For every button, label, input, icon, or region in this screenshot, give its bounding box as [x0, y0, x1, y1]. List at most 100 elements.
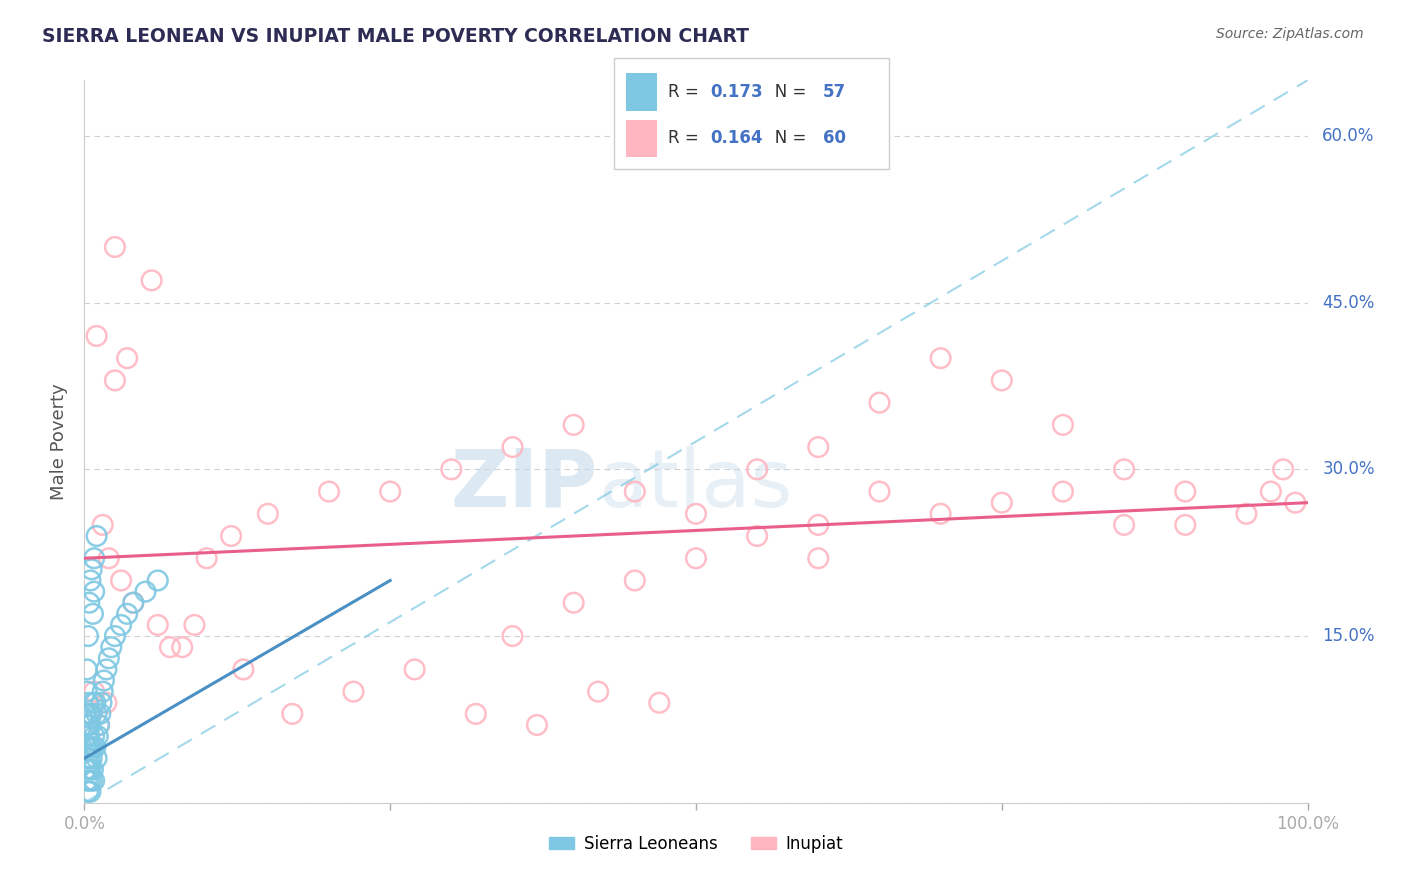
Point — [82, 740, 104, 755]
Point — [86, 529, 108, 543]
Text: 30.0%: 30.0% — [1322, 460, 1375, 478]
Point — [115, 607, 138, 621]
Point — [464, 706, 486, 721]
Point — [77, 751, 100, 765]
Point — [141, 273, 163, 287]
Point — [404, 662, 426, 676]
Point — [281, 706, 304, 721]
Point — [76, 684, 98, 698]
Point — [75, 763, 97, 777]
Point — [96, 696, 118, 710]
Point — [1174, 517, 1197, 532]
Point — [219, 529, 242, 543]
Point — [83, 551, 105, 566]
Point — [79, 718, 101, 732]
Point — [1052, 484, 1074, 499]
Point — [342, 684, 364, 698]
Point — [104, 373, 127, 387]
Point — [77, 696, 100, 710]
Point — [79, 785, 101, 799]
Point — [79, 706, 101, 721]
Point — [91, 684, 114, 698]
Text: R =: R = — [668, 83, 704, 101]
Point — [135, 584, 157, 599]
Point — [929, 507, 952, 521]
Point — [747, 529, 769, 543]
Point — [869, 395, 891, 409]
Point — [586, 684, 609, 698]
Point — [77, 763, 100, 777]
Point — [562, 417, 585, 432]
Point — [104, 240, 127, 254]
Point — [1174, 484, 1197, 499]
Text: ZIP: ZIP — [451, 446, 598, 524]
Point — [624, 574, 647, 588]
Point — [87, 729, 110, 743]
Point — [77, 706, 100, 721]
Point — [232, 662, 254, 676]
Point — [97, 551, 120, 566]
Point — [77, 718, 100, 732]
Point — [159, 640, 181, 655]
Point — [869, 484, 891, 499]
Point — [84, 696, 107, 710]
Point — [747, 462, 769, 476]
Point — [84, 740, 107, 755]
Point — [1260, 484, 1282, 499]
Y-axis label: Male Poverty: Male Poverty — [51, 384, 69, 500]
Text: 0.164: 0.164 — [710, 129, 762, 147]
Point — [76, 773, 98, 788]
Point — [79, 574, 101, 588]
Point — [79, 740, 101, 755]
Point — [76, 662, 98, 676]
Point — [77, 740, 100, 755]
Text: N =: N = — [759, 129, 811, 147]
Point — [648, 696, 671, 710]
Point — [75, 740, 97, 755]
Point — [104, 629, 127, 643]
Text: 57: 57 — [823, 83, 845, 101]
Point — [1052, 417, 1074, 432]
Point — [77, 596, 100, 610]
Point — [991, 373, 1014, 387]
Point — [86, 329, 108, 343]
Point — [318, 484, 340, 499]
Point — [807, 551, 830, 566]
Point — [122, 596, 145, 610]
Point — [83, 729, 105, 743]
Text: SIERRA LEONEAN VS INUPIAT MALE POVERTY CORRELATION CHART: SIERRA LEONEAN VS INUPIAT MALE POVERTY C… — [42, 27, 749, 45]
Point — [1114, 517, 1136, 532]
Point — [96, 662, 118, 676]
Point — [195, 551, 218, 566]
Text: 15.0%: 15.0% — [1322, 627, 1375, 645]
Text: 0.173: 0.173 — [710, 83, 762, 101]
Point — [89, 706, 111, 721]
Text: 60.0%: 60.0% — [1322, 127, 1375, 145]
Point — [83, 684, 105, 698]
Point — [991, 496, 1014, 510]
Point — [685, 507, 707, 521]
Point — [83, 773, 105, 788]
Point — [87, 718, 110, 732]
Point — [91, 517, 114, 532]
Point — [440, 462, 463, 476]
Point — [77, 773, 100, 788]
Point — [146, 574, 169, 588]
Point — [146, 618, 169, 632]
Text: atlas: atlas — [598, 446, 793, 524]
Point — [86, 706, 108, 721]
Point — [110, 618, 132, 632]
Point — [502, 440, 524, 454]
Point — [79, 763, 101, 777]
Point — [172, 640, 194, 655]
Text: 45.0%: 45.0% — [1322, 293, 1375, 311]
Point — [685, 551, 707, 566]
Text: 60: 60 — [823, 129, 845, 147]
Point — [929, 351, 952, 366]
Point — [82, 696, 104, 710]
Point — [624, 484, 647, 499]
Point — [77, 785, 100, 799]
Point — [1114, 462, 1136, 476]
Point — [183, 618, 205, 632]
Text: Source: ZipAtlas.com: Source: ZipAtlas.com — [1216, 27, 1364, 41]
